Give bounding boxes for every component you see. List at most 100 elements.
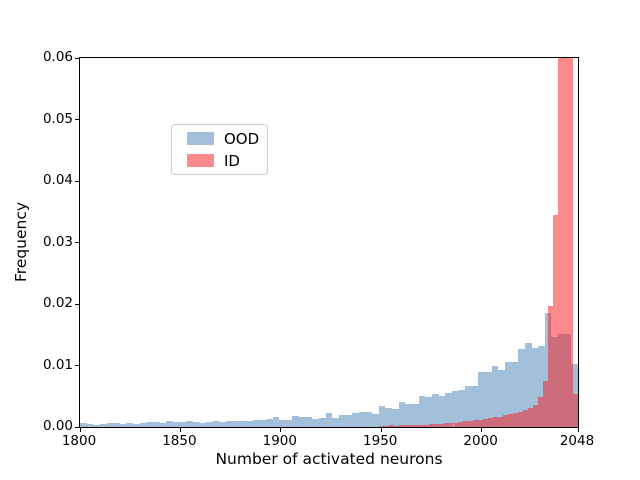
x-tick-mark [280, 428, 282, 432]
id-hist-bar [423, 424, 429, 427]
id-hist-bar [563, 58, 569, 427]
ood-hist-bar [392, 409, 399, 427]
y-tick-label: 0.05 [42, 110, 73, 127]
y-tick-label: 0.04 [42, 172, 73, 188]
id-hist-bar [443, 423, 449, 427]
ood-hist-bar [365, 411, 373, 427]
id-hist-bar [493, 417, 499, 427]
ood-hist-bar [431, 394, 439, 427]
ood-hist-bar [159, 422, 167, 427]
ood-hist-bar [86, 423, 94, 427]
ood-hist-bar [338, 415, 346, 427]
ood-hist-bar [172, 422, 180, 427]
ood-hist-bar [504, 362, 512, 427]
y-tick-mark [75, 303, 79, 305]
ood-hist-bar [372, 414, 379, 427]
y-tick-label: 0.06 [42, 49, 73, 65]
ood-hist-bar [405, 403, 412, 427]
id-hist-bar [433, 423, 439, 427]
ood-hist-bar [279, 419, 286, 427]
id-hist-bar [548, 305, 554, 427]
legend-label-ood: OOD [224, 130, 260, 148]
id-hist-bar [393, 425, 399, 427]
x-tick-label: 2048 [559, 433, 595, 449]
ood-hist-bar [511, 362, 519, 427]
legend-swatch-ood [187, 132, 214, 145]
ood-hist-bar [239, 420, 246, 427]
ood-hist-bar [113, 423, 120, 427]
ood-hist-bar [292, 415, 300, 427]
ood-hist-bar [319, 418, 326, 427]
id-hist-bar [568, 58, 573, 427]
id-hist-bar [378, 425, 384, 427]
ood-hist-bar [166, 421, 173, 427]
x-tick-label: 1800 [61, 433, 97, 449]
ood-hist-bar [478, 372, 486, 427]
legend-swatch-id [187, 154, 214, 167]
id-hist-bar [398, 425, 404, 427]
ood-hist-bar [312, 419, 320, 427]
ood-hist-bar [119, 423, 127, 427]
ood-hist-bar [531, 347, 539, 427]
ood-hist-bar [232, 421, 240, 427]
ood-hist-bar [179, 422, 187, 427]
id-hist-bar [553, 215, 559, 427]
ood-hist-bar [246, 420, 253, 427]
ood-hist-bar [305, 416, 313, 427]
y-tick-mark [75, 119, 79, 120]
id-hist-bar [478, 419, 484, 427]
ood-hist-bar [458, 389, 466, 427]
ood-hist-bar [206, 422, 213, 427]
ood-hist-bar [299, 416, 306, 427]
id-hist-bar [403, 425, 409, 427]
ood-hist-bar [199, 422, 207, 427]
id-hist-bar [418, 424, 424, 427]
id-hist-bar [473, 420, 479, 427]
ood-hist-bar [325, 413, 333, 427]
id-hist-bar [498, 416, 504, 427]
id-hist-bar [388, 425, 394, 427]
ood-hist-bar [471, 385, 479, 427]
ood-hist-bar [133, 423, 140, 427]
ood-hist-bar [219, 422, 227, 427]
ood-hist-bar [99, 423, 107, 427]
id-hist-bar [483, 419, 489, 427]
id-hist-bar [463, 421, 469, 427]
id-hist-bar [573, 394, 578, 427]
id-hist-bar [543, 380, 549, 427]
id-hist-bar [518, 411, 524, 427]
id-hist-bar [533, 405, 539, 427]
ood-hist-bar [192, 422, 200, 427]
id-hist-bar [503, 415, 509, 427]
id-hist-bar [438, 423, 444, 427]
ood-hist-bar [186, 421, 193, 427]
legend: OOD ID [171, 124, 268, 175]
id-hist-bar [523, 409, 529, 427]
x-tick-label: 1950 [363, 433, 398, 449]
ood-hist-bar [498, 369, 505, 427]
id-hist-bar [538, 397, 544, 427]
ood-hist-bar [465, 385, 472, 427]
ood-hist-bar [252, 420, 260, 427]
x-tick-label: 2000 [463, 433, 498, 449]
ood-hist-bar [385, 407, 393, 427]
ood-hist-bar [485, 372, 492, 427]
id-hist-bar [468, 420, 474, 427]
ood-hist-bar [345, 415, 353, 427]
id-hist-bar [453, 422, 459, 427]
ood-hist-bar [265, 419, 273, 427]
ood-hist-bar [146, 422, 154, 427]
y-tick-mark [75, 242, 79, 243]
id-hist-bar [488, 418, 494, 427]
ood-hist-bar [93, 424, 100, 427]
ood-hist-bar [378, 406, 386, 427]
id-hist-bar [558, 58, 564, 427]
legend-label-id: ID [224, 152, 240, 170]
x-tick-mark [179, 428, 181, 432]
y-tick-label: 0.03 [42, 233, 73, 250]
x-tick-mark [380, 428, 382, 432]
x-tick-mark [577, 428, 579, 432]
x-tick-mark [481, 428, 483, 432]
ood-hist-bar [212, 421, 220, 427]
